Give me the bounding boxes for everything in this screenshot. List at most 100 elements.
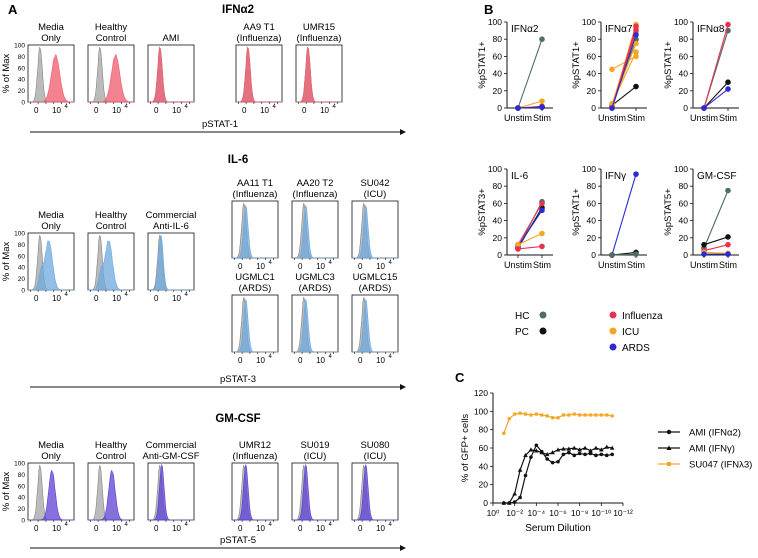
legend-marker: [539, 311, 547, 319]
y-tick-label: 0: [21, 100, 25, 107]
y-tick-label: 80: [493, 34, 503, 44]
x-tick-label: Unstim: [504, 113, 532, 123]
x-tick-exponent: 4: [185, 292, 189, 298]
unstim-point: [701, 251, 707, 257]
y-tick-label: 80: [587, 181, 597, 191]
stim-point: [633, 23, 639, 30]
subject-line: [517, 203, 543, 245]
y-tick-label: 60: [18, 253, 26, 260]
y-axis-title: %pSTAT1+: [663, 41, 674, 89]
y-tick-label: 20: [587, 86, 597, 96]
y-tick-label: 60: [587, 198, 597, 208]
histogram-frame: [235, 44, 283, 103]
y-tick-label: 40: [587, 216, 597, 226]
histogram-frame: [291, 200, 339, 259]
unstim-point: [701, 241, 707, 248]
sample-label: Media: [38, 440, 65, 451]
y-axis-title: %pSTAT5+: [663, 188, 674, 236]
y-tick-label: 20: [18, 88, 26, 95]
y-tick-label: 20: [587, 233, 597, 243]
section-title: IL-6: [228, 154, 248, 166]
stim-point: [725, 251, 731, 257]
x-tick-label: 10⁻²: [506, 508, 523, 518]
y-tick-label: 40: [587, 69, 597, 79]
data-point: [544, 452, 550, 457]
sample-histogram: [352, 298, 398, 353]
y-axis-title: % of Max: [1, 241, 12, 281]
histogram-plot: AA20 T2(Influenza) 0 10 4: [291, 178, 339, 271]
legend-label: AMI (IFNα2): [689, 428, 741, 439]
x-tick-label: 10: [112, 294, 121, 303]
data-point: [512, 500, 517, 504]
x-tick-exponent: 4: [329, 354, 333, 360]
histogram-frame: [231, 200, 279, 259]
histogram-frame: [295, 44, 343, 103]
y-tick-label: 0: [497, 250, 502, 260]
legend-item: AMI (IFNα2): [658, 428, 741, 439]
subject-line: [611, 174, 637, 256]
subject-line: [517, 245, 543, 250]
x-tick-label: 10: [376, 524, 385, 533]
legend-label: SU047 (IFNλ3): [689, 460, 752, 471]
scatter-subplot: 0 20 40 60 80 100 Unstim Stim IL-6 %pSTAT3+: [477, 164, 553, 270]
histogram-frame: [147, 232, 195, 291]
histogram-frame: [147, 44, 195, 103]
sample-label: Healthy: [95, 210, 127, 221]
sample-label: AMI: [163, 33, 180, 44]
y-tick-label: 0: [21, 288, 25, 295]
subject-line: [611, 253, 637, 256]
legend-label: Influenza: [622, 311, 663, 322]
sample-histogram: [292, 204, 338, 259]
data-point: [534, 448, 539, 453]
histogram-plot: AMI 0 10 4: [147, 33, 195, 115]
y-tick-label: 20: [18, 276, 26, 283]
x-tick-label: Stim: [719, 113, 737, 123]
sample-label: (ARDS): [299, 283, 332, 294]
x-tick-label: 0: [94, 524, 99, 533]
subject-line: [611, 86, 637, 106]
data-point: [539, 450, 545, 455]
x-tick-label: Stim: [533, 260, 551, 270]
legend-item: SU047 (IFNλ3): [658, 460, 752, 471]
subplot-title: IFNγ: [605, 171, 626, 182]
sample-label: UGMLC1: [235, 272, 275, 283]
y-tick-label: 20: [679, 233, 689, 243]
x-tick-exponent: 4: [389, 260, 393, 266]
y-tick-label: 120: [474, 388, 488, 398]
data-point: [534, 412, 538, 416]
data-point: [550, 416, 555, 420]
stim-point: [633, 40, 639, 47]
stim-point: [539, 104, 545, 110]
sample-histogram: [28, 54, 74, 103]
x-tick-label: Stim: [627, 113, 645, 123]
x-tick-label: 0: [34, 294, 39, 303]
x-tick-label: 10: [172, 106, 181, 115]
y-axis-title: % of Max: [1, 53, 12, 93]
x-tick-label: 0: [154, 106, 159, 115]
legend-marker: [609, 311, 617, 319]
stim-point: [633, 83, 639, 90]
stim-point: [725, 79, 731, 85]
y-tick-label: 40: [18, 265, 26, 272]
sample-label: AA11 T1: [237, 178, 273, 189]
x-tick-exponent: 4: [269, 354, 273, 360]
data-point: [566, 446, 572, 451]
data-point: [523, 412, 528, 416]
legend-marker: [609, 343, 617, 351]
y-axis-title: %pSTAT3+: [477, 188, 488, 236]
subplot-title: IL-6: [511, 171, 529, 182]
data-point: [550, 460, 555, 465]
y-tick-label: 80: [679, 181, 689, 191]
stim-point: [633, 32, 639, 38]
sample-label: (Influenza): [233, 189, 278, 200]
data-point: [561, 413, 566, 417]
sample-histogram: [232, 298, 278, 353]
data-point: [583, 413, 587, 417]
x-tick-label: Stim: [533, 113, 551, 123]
series-group: [501, 444, 615, 505]
data-point: [561, 446, 566, 451]
